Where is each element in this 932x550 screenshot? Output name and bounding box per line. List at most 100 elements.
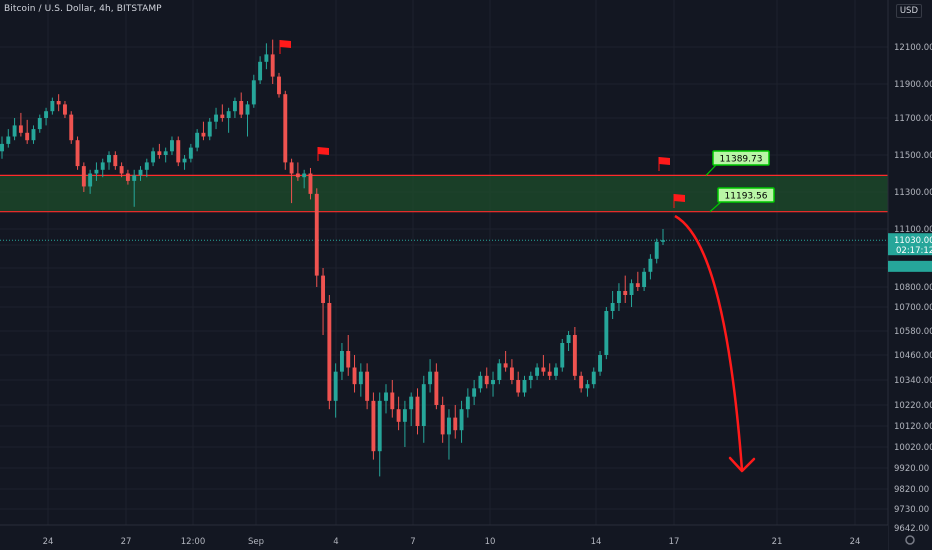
current-price-tag (888, 233, 932, 256)
candle-body (572, 335, 577, 376)
x-tick-label: 24 (850, 537, 861, 547)
candle-body (629, 283, 634, 295)
current-price-label: 11030.00 (894, 236, 932, 246)
candle-body (566, 335, 571, 343)
x-tick-label: 7 (410, 537, 415, 547)
candle-body (308, 173, 313, 194)
candle-body (94, 169, 99, 174)
candle-body (100, 162, 105, 170)
candle-body (37, 118, 42, 130)
candle-body (88, 173, 93, 187)
candle-body (616, 291, 621, 303)
candle-body (63, 104, 67, 115)
candle-body (333, 371, 338, 401)
candle-body (390, 392, 395, 410)
flag-icon (280, 40, 291, 48)
candle-body (0, 143, 4, 152)
price-axis[interactable] (888, 0, 932, 550)
candle-body (283, 94, 288, 163)
flag-icon (318, 147, 329, 155)
candle-body (554, 367, 558, 376)
candle-body (56, 101, 61, 105)
candle-body (459, 409, 464, 431)
candle-body (535, 367, 540, 376)
candle-body (264, 54, 269, 62)
candle-body (648, 258, 653, 272)
projection-arrow (674, 214, 744, 471)
candle-body (277, 76, 281, 95)
gear-icon[interactable] (905, 535, 915, 545)
candle-body (598, 355, 602, 372)
candle-body (509, 367, 514, 380)
y-tick-label: 10340.00 (894, 376, 932, 386)
candle-body (371, 400, 376, 452)
candle-body (188, 147, 193, 159)
currency-button[interactable]: USD (895, 4, 922, 18)
y-tick-label: 10220.00 (894, 401, 932, 411)
candle-body (182, 158, 187, 163)
candle-body (585, 384, 590, 389)
candle-body (314, 193, 319, 276)
x-tick-label: 12:00 (181, 537, 206, 547)
candle-body (654, 241, 659, 259)
candle-body (289, 162, 294, 174)
candle-body (220, 114, 225, 118)
candle-body (522, 380, 527, 393)
candle-body (232, 101, 237, 112)
candle-body (472, 388, 477, 397)
y-tick-label: 11300.00 (894, 188, 932, 198)
candle-body (226, 111, 231, 118)
x-tick-label: 4 (333, 537, 338, 547)
y-tick-label: 11700.00 (894, 114, 932, 124)
callout-pointer (705, 163, 718, 176)
candle-body (214, 114, 218, 122)
candle-body (528, 375, 533, 380)
y-tick-label: 9642.00 (894, 524, 929, 534)
y-tick-label: 10580.00 (894, 327, 932, 337)
time-axis[interactable] (0, 525, 888, 550)
price-callout-label: 11389.73 (720, 155, 763, 165)
candle-body (132, 175, 137, 181)
x-tick-label: 27 (121, 537, 132, 547)
candle-body (157, 151, 162, 155)
candle-body (484, 375, 489, 385)
candle-body (195, 132, 200, 148)
lower-price-tag (888, 260, 932, 272)
candle-body (81, 166, 86, 187)
candle-body (207, 121, 212, 137)
y-tick-label: 10800.00 (894, 283, 932, 293)
candle-body (428, 371, 433, 385)
candle-body (415, 396, 420, 426)
y-tick-label: 11900.00 (894, 80, 932, 90)
candle-body (352, 367, 357, 385)
candle-body (44, 111, 49, 118)
candle-body (478, 375, 483, 389)
candle-body (138, 169, 143, 176)
candle-body (18, 125, 23, 133)
candle-body (258, 61, 263, 81)
candle-body (125, 173, 130, 181)
candle-body (176, 140, 181, 163)
y-tick-label: 10460.00 (894, 351, 932, 361)
candle-body (239, 101, 244, 115)
candle-body (409, 396, 414, 410)
candle-body (170, 140, 174, 152)
candle-body (623, 291, 628, 295)
candle-body (421, 384, 426, 426)
candle-body (321, 275, 326, 303)
candle-body (50, 101, 55, 112)
candle-body (497, 363, 502, 380)
candle-body (151, 151, 156, 163)
candle-body (440, 405, 445, 435)
candle-body (245, 104, 250, 115)
candle-body (302, 173, 307, 178)
candle-body (434, 371, 439, 405)
candle-body (346, 351, 351, 368)
candle-body (377, 400, 382, 452)
candle-body (201, 132, 206, 137)
candle-body (25, 132, 30, 141)
y-tick-label: 10020.00 (894, 443, 932, 453)
candle-body (541, 367, 546, 372)
